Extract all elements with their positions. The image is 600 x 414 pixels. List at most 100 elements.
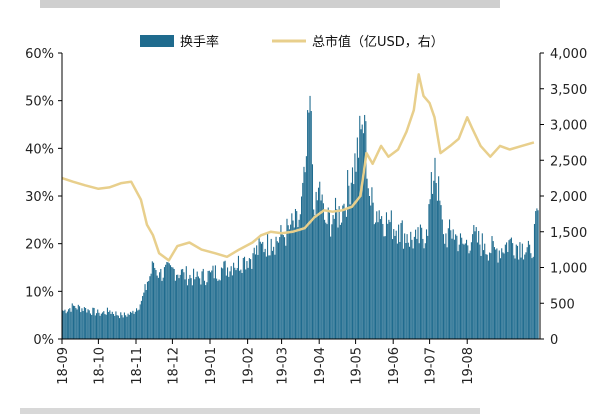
turnover-bar [132, 310, 134, 339]
turnover-bar [390, 210, 392, 339]
turnover-bar [349, 204, 351, 339]
turnover-bar [117, 315, 119, 339]
turnover-bar [408, 246, 411, 339]
turnover-bar [480, 255, 482, 339]
turnover-bar [417, 227, 419, 339]
turnover-bar [156, 275, 158, 339]
turnover-bar [226, 267, 229, 339]
turnover-bar [76, 309, 78, 339]
turnover-bar [445, 233, 447, 339]
turnover-bar [407, 242, 409, 339]
turnover-bar [102, 312, 104, 339]
turnover-bar [353, 184, 355, 339]
turnover-bar [174, 280, 176, 339]
turnover-bar [499, 258, 502, 339]
turnover-bar [436, 200, 438, 339]
turnover-bar [450, 230, 452, 339]
turnover-bar [415, 229, 417, 339]
turnover-bar [144, 284, 146, 339]
turnover-bar [250, 259, 252, 339]
y-left-tick-label: 60% [25, 47, 54, 62]
turnover-bar [383, 236, 385, 339]
turnover-bar [411, 239, 413, 339]
turnover-bar [442, 234, 445, 339]
turnover-bar [453, 239, 455, 339]
turnover-bar [150, 273, 152, 339]
x-tick-label: 19-02 [242, 347, 257, 385]
turnover-bar [396, 243, 398, 339]
turnover-bar [513, 255, 515, 339]
turnover-bar [129, 311, 132, 339]
turnover-bar [330, 236, 332, 339]
turnover-bar [185, 266, 187, 339]
turnover-bar [256, 245, 258, 339]
turnover-bar [457, 251, 459, 339]
turnover-bar [224, 260, 226, 339]
turnover-bar [217, 280, 219, 339]
turnover-bar [537, 210, 539, 339]
turnover-bar [202, 268, 204, 339]
turnover-bar [218, 279, 220, 339]
turnover-bar [131, 312, 133, 339]
turnover-bar [489, 252, 491, 339]
turnover-bar [248, 258, 250, 339]
turnover-bar [242, 257, 244, 339]
turnover-bar [461, 237, 463, 339]
plot-area [61, 73, 539, 340]
turnover-bar [429, 199, 431, 339]
turnover-bar [262, 241, 264, 339]
turnover-bar [294, 208, 297, 339]
turnover-bar [310, 111, 312, 339]
turnover-bar [251, 268, 253, 339]
turnover-bar [108, 311, 110, 339]
turnover-bar [178, 278, 180, 339]
turnover-bar [72, 305, 75, 339]
turnover-bar [458, 244, 460, 339]
turnover-bar [279, 237, 281, 339]
turnover-bar [482, 250, 485, 339]
turnover-bar [508, 240, 510, 339]
turnover-bar [472, 234, 474, 339]
turnover-bar [191, 285, 193, 339]
turnover-bar [259, 241, 261, 339]
turnover-bar [384, 236, 386, 339]
turnover-bar [280, 225, 282, 339]
turnover-bar [253, 247, 255, 339]
turnover-bar [439, 200, 441, 339]
turnover-bar [176, 274, 178, 339]
turnover-bar [371, 187, 373, 339]
turnover-bar [484, 243, 486, 339]
turnover-bar [356, 137, 358, 339]
turnover-bar [362, 133, 364, 339]
turnover-bar [293, 227, 295, 339]
turnover-bar [243, 256, 246, 339]
turnover-bar [451, 238, 453, 339]
turnover-bar [438, 176, 440, 339]
turnover-bar [276, 241, 278, 339]
turnover-bar [376, 211, 378, 339]
turnover-bar [524, 254, 526, 339]
turnover-bar [265, 256, 267, 339]
turnover-bar [379, 219, 381, 339]
turnover-bar [152, 262, 155, 339]
turnover-bar [485, 254, 487, 339]
turnover-bar [378, 210, 380, 339]
y-left-tick-label: 10% [25, 285, 54, 300]
turnover-bar [169, 265, 172, 339]
turnover-bar [186, 285, 189, 339]
turnover-bar [504, 244, 506, 339]
turnover-bar [498, 250, 500, 339]
turnover-bar [103, 311, 105, 339]
turnover-bar [105, 314, 107, 339]
turnover-bar [285, 245, 287, 339]
turnover-bar [372, 202, 374, 339]
turnover-bar [464, 243, 466, 339]
turnover-bar [467, 245, 469, 339]
turnover-bar [473, 225, 475, 339]
turnover-bar [518, 259, 520, 339]
turnover-bar [502, 252, 504, 339]
y-left-tick-label: 30% [25, 190, 54, 205]
turnover-bar [183, 272, 185, 339]
turnover-bar [341, 222, 343, 339]
turnover-bar [526, 247, 528, 339]
